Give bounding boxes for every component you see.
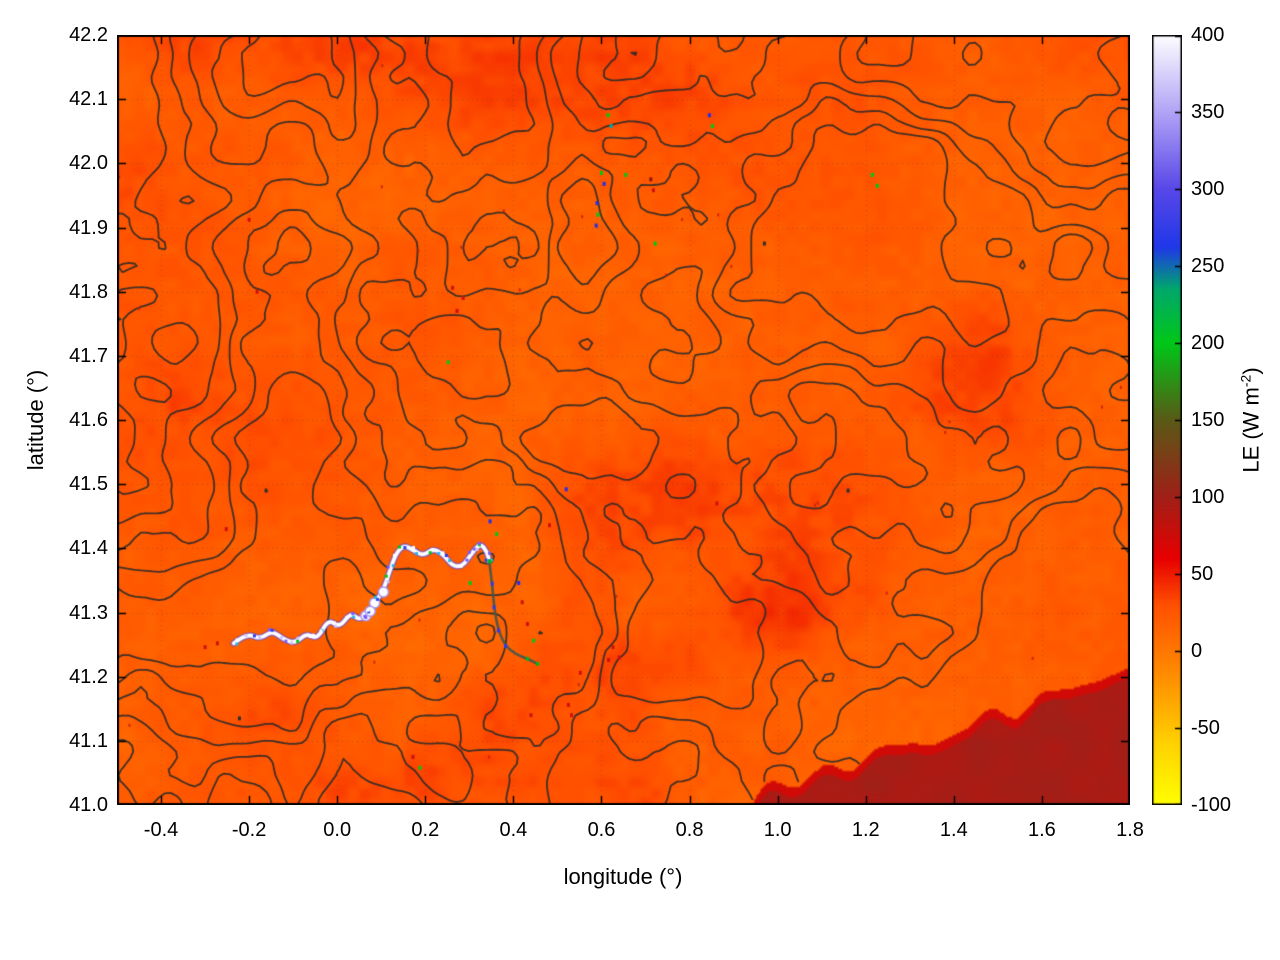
x-axis-label: longitude (°) [563, 864, 683, 889]
colorbar-tick-label: 350 [1191, 101, 1225, 123]
y-axis-label: latitude (°) [23, 369, 48, 471]
colorbar-tick-label: 300 [1191, 178, 1225, 200]
colorbar-tick-label: 250 [1191, 255, 1225, 277]
x-tick-label: 1.2 [851, 819, 880, 841]
colorbar-tick-label: 0 [1191, 640, 1203, 662]
colorbar-tick-label: 150 [1191, 409, 1225, 431]
x-tick-label: 1.4 [939, 819, 968, 841]
x-tick-label: 0.8 [675, 819, 704, 841]
heatmap-canvas [117, 35, 1130, 805]
y-tick-label: 42.0 [69, 152, 108, 175]
y-tick-label: 41.3 [69, 601, 108, 624]
y-tick-label: 41.8 [69, 280, 108, 303]
x-tick-label: -0.2 [231, 819, 267, 841]
x-tick-label: 0.0 [323, 819, 352, 841]
colorbar-tick-label: 100 [1191, 486, 1225, 508]
colorbar-tick-label: 50 [1191, 563, 1214, 585]
colorbar-tick-label: 400 [1191, 24, 1225, 46]
x-tick-label: 0.2 [411, 819, 440, 841]
x-tick-label: -0.4 [143, 819, 179, 841]
y-tick-label: 41.1 [69, 729, 108, 752]
y-tick-label: 41.2 [69, 665, 108, 688]
y-tick-label: 41.5 [69, 473, 108, 496]
x-tick-label: 1.6 [1028, 819, 1056, 841]
y-tick-label: 41.7 [69, 344, 108, 367]
colorbar-tick-label: 200 [1191, 332, 1225, 354]
x-tick-label: 0.4 [499, 819, 528, 841]
colorbar-label-close: ) [1238, 367, 1264, 375]
y-tick-label: 41.0 [69, 794, 108, 816]
x-tick-label: 0.6 [587, 819, 616, 841]
y-tick-label: 42.2 [69, 24, 108, 46]
y-tick-label: 41.9 [69, 216, 108, 239]
colorbar [1152, 35, 1182, 805]
colorbar-label-superscript: -2 [1237, 374, 1254, 388]
colorbar-tick-label: -50 [1191, 717, 1220, 739]
x-tick-label: 1.0 [763, 819, 792, 841]
colorbar-label-text: LE (W m [1238, 387, 1264, 473]
colorbar-label: LE (W m-2) [1237, 367, 1264, 472]
y-tick-label: 41.6 [69, 409, 108, 431]
x-tick-label: 1.8 [1116, 819, 1144, 841]
plot-area [117, 35, 1130, 805]
colorbar-tick-label: -100 [1191, 794, 1232, 816]
y-tick-label: 42.1 [69, 88, 108, 111]
y-tick-label: 41.4 [69, 537, 108, 560]
